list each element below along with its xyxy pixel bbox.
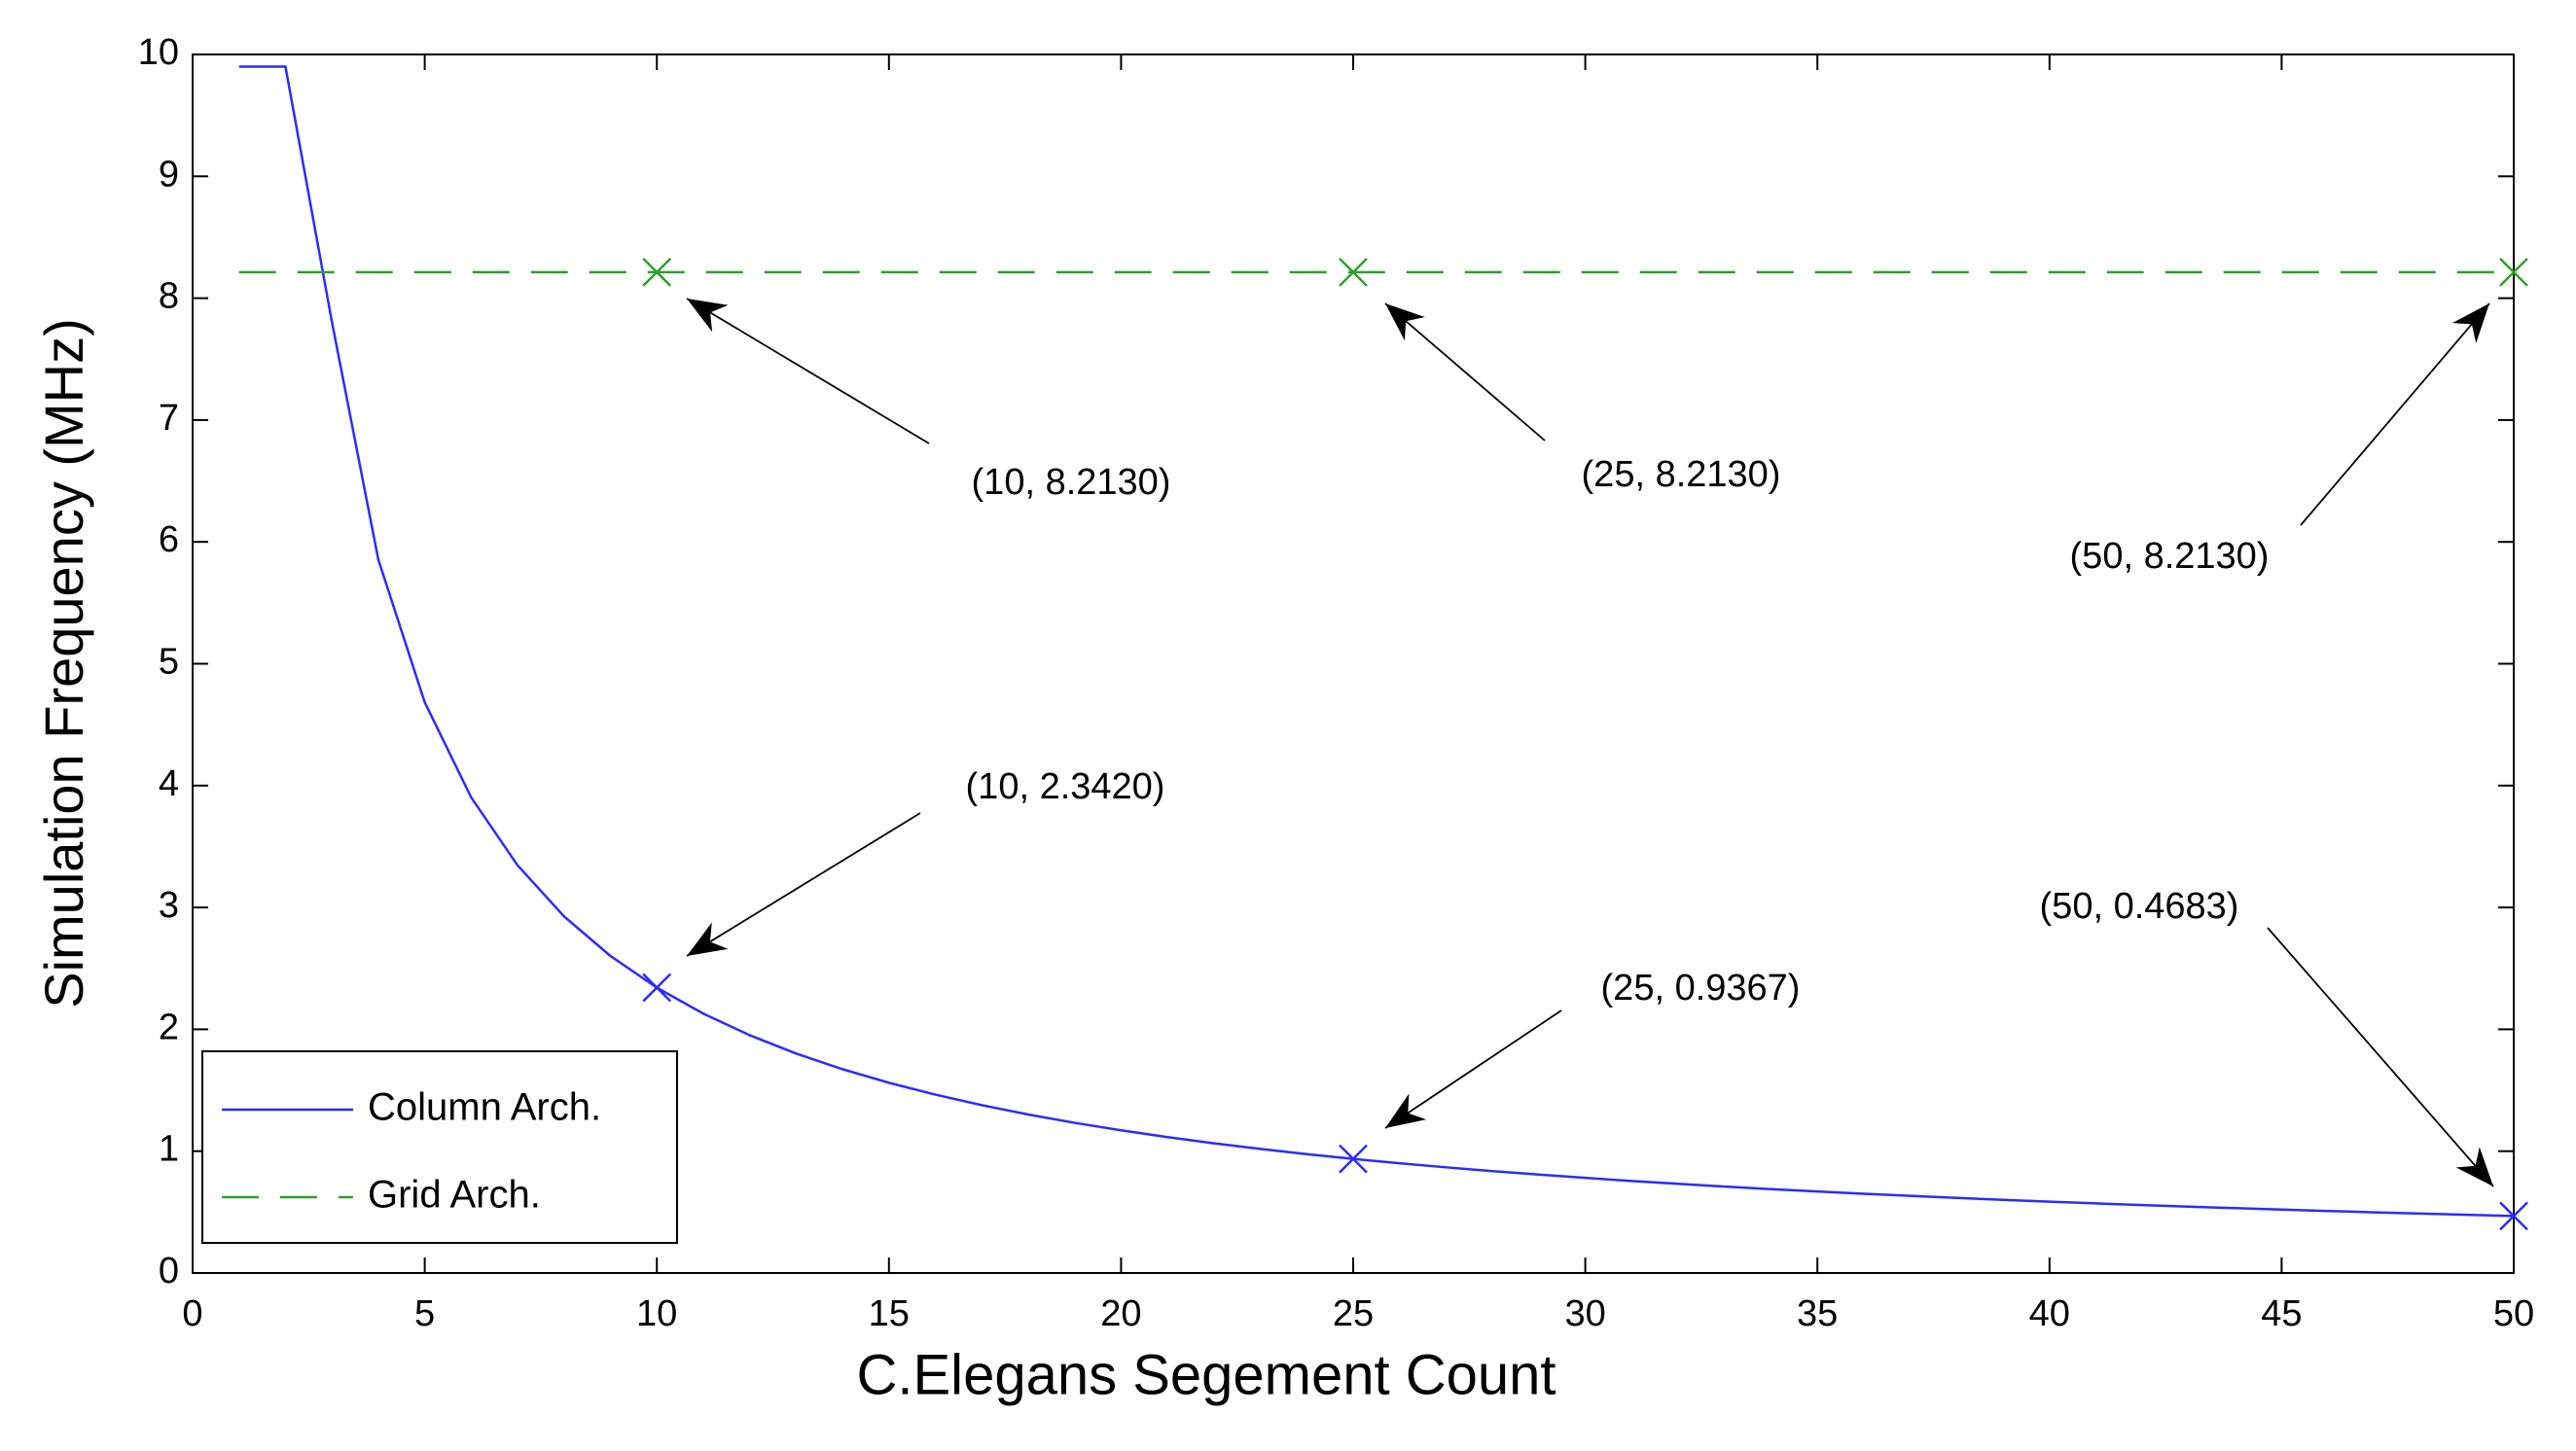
annotation: (50, 0.4683)	[2040, 886, 2239, 927]
annotation-arrow	[686, 812, 921, 957]
marker	[2499, 258, 2528, 287]
x-tick-label: 30	[1564, 1293, 1605, 1334]
x-tick-label: 5	[414, 1293, 435, 1334]
x-tick-label: 35	[1797, 1293, 1838, 1334]
x-tick-label: 50	[2493, 1293, 2534, 1334]
x-tick-label: 0	[182, 1293, 202, 1334]
x-axis-label: C.Elegans Segement Count	[857, 1343, 1556, 1406]
y-tick-label: 6	[159, 519, 179, 560]
legend-label: Column Arch.	[368, 1086, 601, 1129]
annotation-arrow	[2300, 302, 2490, 526]
y-tick-label: 4	[159, 763, 179, 804]
annotation: (25, 0.9367)	[1601, 968, 1801, 1009]
annotation: (25, 8.2130)	[1582, 454, 1781, 495]
series-line	[238, 65, 2515, 1218]
marker	[2499, 1201, 2528, 1231]
x-tick-label: 10	[636, 1293, 677, 1334]
marker	[1339, 258, 1368, 287]
y-tick-label: 1	[159, 1129, 179, 1170]
legend-label: Grid Arch.	[368, 1174, 541, 1217]
y-axis-label: Simulation Frequency (MHz)	[33, 318, 94, 1009]
annotation-arrow	[1384, 302, 1546, 442]
y-tick-label: 0	[159, 1251, 179, 1292]
annotation-arrow	[686, 298, 930, 444]
y-tick-label: 10	[138, 32, 179, 73]
x-tick-label: 40	[2029, 1293, 2070, 1334]
x-tick-label: 25	[1333, 1293, 1374, 1334]
y-tick-label: 8	[159, 276, 179, 317]
legend	[201, 1050, 678, 1244]
x-tick-label: 15	[869, 1293, 910, 1334]
y-tick-label: 2	[159, 1007, 179, 1047]
y-tick-label: 7	[159, 398, 179, 439]
y-tick-label: 9	[159, 154, 179, 195]
annotation-arrow	[1384, 1009, 1562, 1129]
marker	[642, 258, 672, 287]
x-tick-label: 45	[2261, 1293, 2302, 1334]
x-tick-label: 20	[1100, 1293, 1141, 1334]
marker	[642, 973, 672, 1003]
marker	[1339, 1144, 1368, 1174]
annotation: (10, 8.2130)	[972, 462, 1171, 503]
y-tick-label: 5	[159, 642, 179, 683]
annotation: (10, 2.3420)	[966, 766, 1165, 807]
y-tick-label: 3	[159, 885, 179, 926]
annotation-arrow	[2267, 927, 2494, 1187]
annotation: (50, 8.2130)	[2070, 536, 2270, 577]
